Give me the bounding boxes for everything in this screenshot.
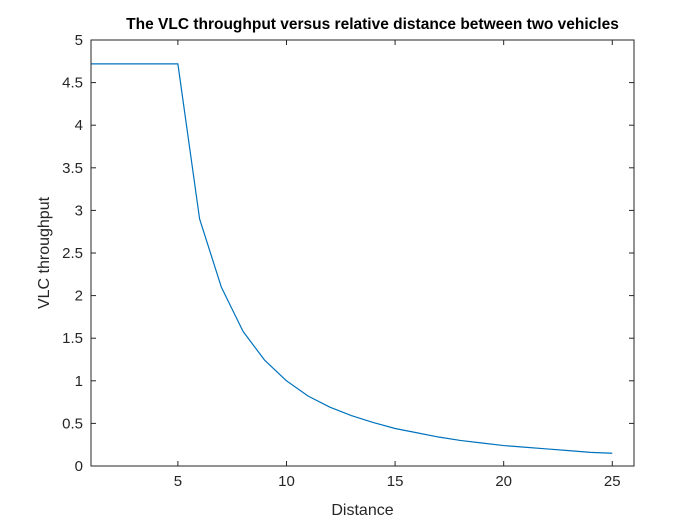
x-tick-label: 25	[604, 473, 621, 490]
y-tick-label: 4	[75, 117, 83, 134]
x-tick-label: 10	[278, 473, 295, 490]
y-tick-label: 1	[75, 373, 83, 390]
plot-area	[91, 40, 634, 466]
x-tick-label: 20	[495, 473, 512, 490]
chart-title: The VLC throughput versus relative dista…	[126, 16, 619, 33]
y-tick-label: 2	[75, 288, 83, 305]
series-line	[91, 63, 613, 454]
y-tick-label: 0.5	[62, 415, 83, 432]
y-tick-label: 3.5	[62, 160, 83, 177]
y-tick-label: 0	[75, 458, 83, 475]
x-tick-label: 15	[387, 473, 404, 490]
y-tick-label: 4.5	[62, 75, 83, 92]
y-axis-label: VLC throughput	[36, 196, 53, 309]
axis-ticks: 5 10 15 20 25 0 0.5 1 1.5 2 2.5 3 3.5 4 4.5 5	[62, 32, 634, 490]
chart-marks	[91, 63, 613, 454]
y-tick-label: 2.5	[62, 245, 83, 262]
y-tick-label: 3	[75, 202, 83, 219]
x-tick-label: 5	[174, 473, 182, 490]
y-tick-label: 1.5	[62, 330, 83, 347]
y-tick-label: 5	[75, 32, 83, 49]
x-axis-label: Distance	[331, 502, 393, 519]
